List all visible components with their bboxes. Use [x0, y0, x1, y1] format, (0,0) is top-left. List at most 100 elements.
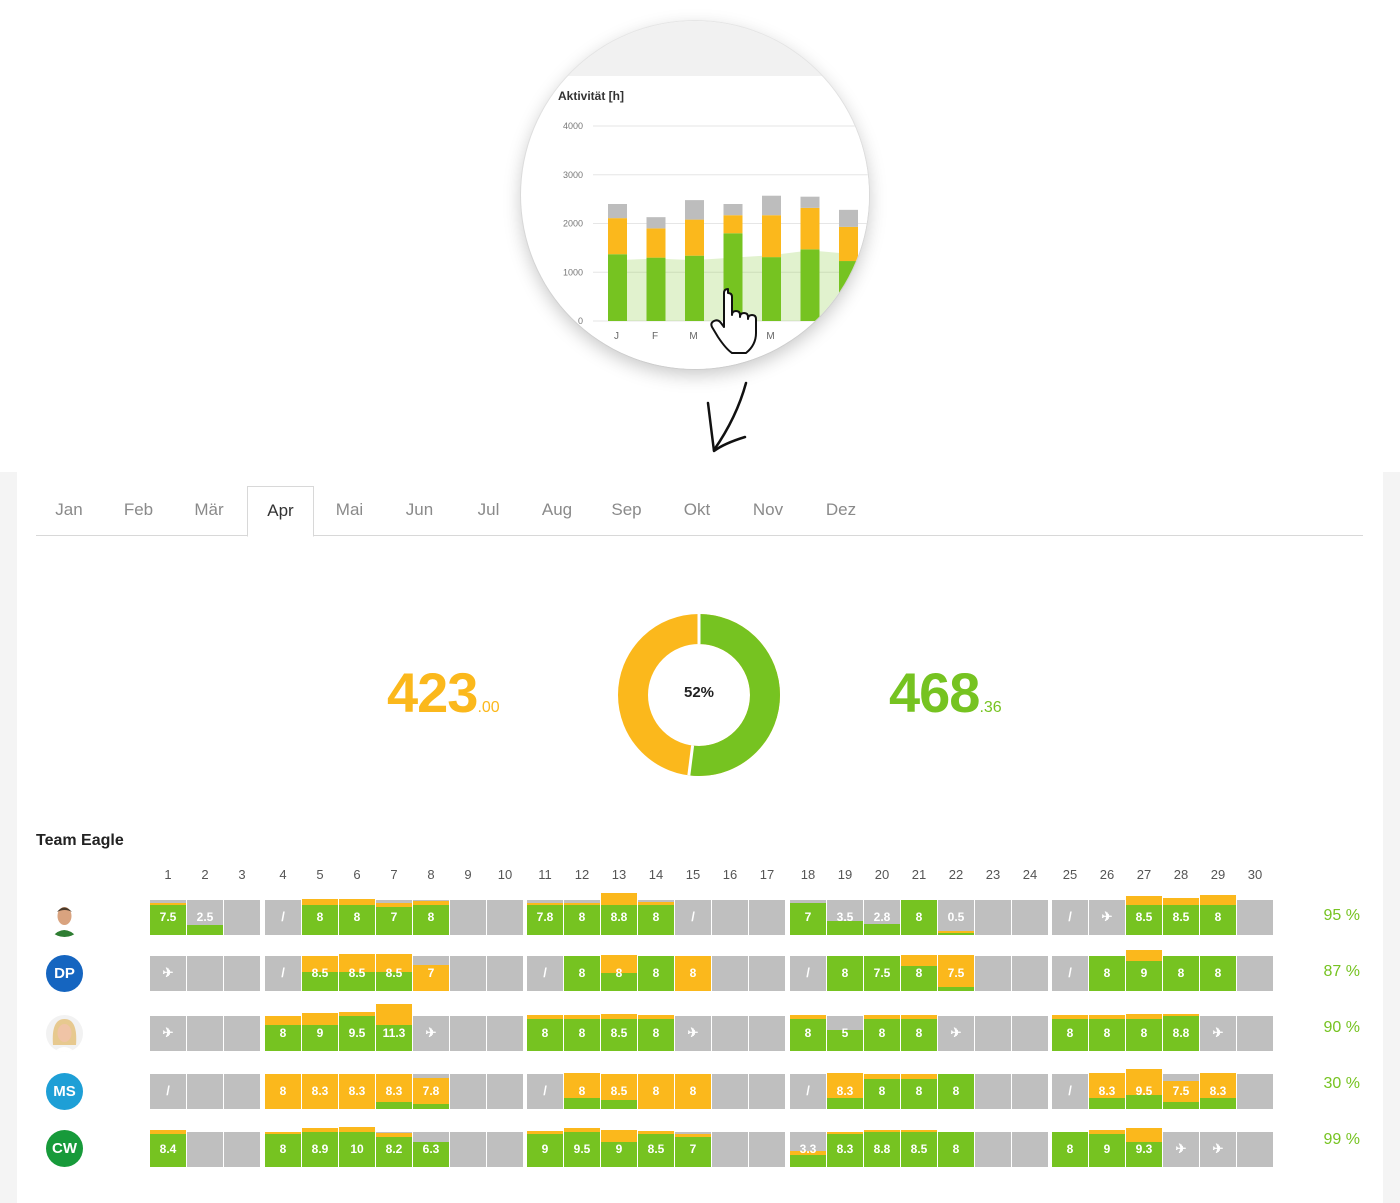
day-cell[interactable] — [187, 1132, 223, 1167]
day-cell[interactable]: 8 — [564, 1073, 600, 1109]
day-cell[interactable]: 9 — [601, 1130, 637, 1167]
day-cell[interactable]: 8 — [638, 900, 674, 935]
day-cell[interactable]: 7.5 — [1163, 1074, 1199, 1109]
day-cell[interactable] — [1237, 1132, 1273, 1167]
day-cell[interactable]: ✈ — [150, 1016, 186, 1051]
day-cell[interactable]: 7 — [675, 1132, 711, 1167]
tab-dez[interactable]: Dez — [825, 500, 857, 519]
day-cell[interactable] — [975, 1074, 1011, 1109]
day-cell[interactable]: 8.5 — [601, 1074, 637, 1109]
day-cell[interactable]: 8.9 — [302, 1128, 338, 1167]
day-cell[interactable] — [487, 900, 523, 935]
day-cell[interactable]: 7 — [376, 900, 412, 935]
avatar[interactable] — [46, 900, 83, 937]
tab-nov[interactable]: Nov — [752, 500, 784, 519]
day-cell[interactable]: 8 — [1126, 1014, 1162, 1051]
day-cell[interactable]: / — [1052, 956, 1088, 991]
day-cell[interactable]: / — [527, 956, 563, 991]
day-cell[interactable]: 7.5 — [864, 956, 900, 991]
day-cell[interactable]: 8 — [564, 956, 600, 991]
day-cell[interactable]: 8.8 — [601, 893, 637, 935]
tab-sep[interactable]: Sep — [611, 500, 642, 519]
day-cell[interactable]: 8 — [638, 1074, 674, 1109]
day-cell[interactable] — [1237, 1074, 1273, 1109]
day-cell[interactable] — [975, 1132, 1011, 1167]
day-cell[interactable] — [187, 1074, 223, 1109]
day-cell[interactable]: 9 — [527, 1131, 563, 1167]
day-cell[interactable]: 9.5 — [1126, 1069, 1162, 1109]
day-cell[interactable]: 8.5 — [376, 954, 412, 991]
day-cell[interactable]: 8 — [265, 1074, 301, 1109]
day-cell[interactable] — [487, 1016, 523, 1051]
day-cell[interactable] — [1012, 1016, 1048, 1051]
day-cell[interactable] — [450, 900, 486, 935]
day-cell[interactable]: 8 — [638, 1015, 674, 1051]
day-cell[interactable]: 11.3 — [376, 1004, 412, 1051]
day-cell[interactable] — [450, 1016, 486, 1051]
day-cell[interactable]: / — [265, 956, 301, 991]
day-cell[interactable]: 8 — [302, 899, 338, 935]
day-cell[interactable]: 3.5 — [827, 900, 863, 935]
day-cell[interactable]: 8.3 — [302, 1074, 338, 1109]
day-cell[interactable]: 3.3 — [790, 1132, 826, 1167]
day-cell[interactable] — [1012, 1074, 1048, 1109]
day-cell[interactable]: 7.5 — [150, 900, 186, 935]
day-cell[interactable]: 10 — [339, 1127, 375, 1167]
day-cell[interactable]: 8 — [827, 956, 863, 991]
day-cell[interactable] — [187, 1016, 223, 1051]
day-cell[interactable] — [1237, 1016, 1273, 1051]
day-cell[interactable]: 8 — [1200, 895, 1236, 935]
tab-jul[interactable]: Jul — [477, 500, 500, 519]
day-cell[interactable]: 7 — [413, 956, 449, 991]
day-cell[interactable] — [1237, 956, 1273, 991]
day-cell[interactable]: 7.8 — [413, 1074, 449, 1109]
day-cell[interactable] — [749, 900, 785, 935]
day-cell[interactable]: 9.3 — [1126, 1128, 1162, 1167]
day-cell[interactable]: / — [527, 1074, 563, 1109]
avatar[interactable]: CW — [46, 1130, 83, 1167]
day-cell[interactable] — [450, 1132, 486, 1167]
tab-aug[interactable]: Aug — [541, 500, 573, 519]
day-cell[interactable] — [712, 1074, 748, 1109]
day-cell[interactable]: 8 — [901, 955, 937, 991]
day-cell[interactable] — [224, 1016, 260, 1051]
avatar[interactable] — [46, 1015, 83, 1052]
day-cell[interactable] — [749, 1074, 785, 1109]
tab-mai[interactable]: Mai — [335, 500, 364, 519]
day-cell[interactable] — [712, 956, 748, 991]
day-cell[interactable] — [975, 1016, 1011, 1051]
day-cell[interactable]: 8 — [564, 900, 600, 935]
day-cell[interactable]: 8 — [675, 956, 711, 991]
day-cell[interactable]: 8.3 — [376, 1074, 412, 1109]
day-cell[interactable] — [1012, 956, 1048, 991]
day-cell[interactable]: 9 — [1126, 950, 1162, 991]
day-cell[interactable]: / — [675, 900, 711, 935]
day-cell[interactable]: ✈ — [938, 1016, 974, 1051]
day-cell[interactable]: 8 — [1052, 1132, 1088, 1167]
day-cell[interactable]: 8.3 — [1089, 1073, 1125, 1109]
day-cell[interactable]: 9.5 — [564, 1128, 600, 1167]
day-cell[interactable]: 8 — [339, 899, 375, 935]
day-cell[interactable]: 8.5 — [339, 954, 375, 991]
tab-apr[interactable]: Apr — [247, 486, 314, 537]
day-cell[interactable]: 8 — [527, 1015, 563, 1051]
day-cell[interactable]: 8 — [1052, 1015, 1088, 1051]
day-cell[interactable]: 8.5 — [1126, 896, 1162, 935]
day-cell[interactable]: 8 — [601, 955, 637, 991]
day-cell[interactable] — [712, 900, 748, 935]
day-cell[interactable]: 2.8 — [864, 900, 900, 935]
day-cell[interactable]: ✈ — [1200, 1132, 1236, 1167]
day-cell[interactable]: 9 — [1089, 1130, 1125, 1167]
day-cell[interactable]: 5 — [827, 1016, 863, 1051]
day-cell[interactable]: ✈ — [1200, 1016, 1236, 1051]
day-cell[interactable]: 8 — [413, 900, 449, 935]
day-cell[interactable] — [1012, 1132, 1048, 1167]
day-cell[interactable] — [487, 1132, 523, 1167]
day-cell[interactable]: 8 — [790, 1015, 826, 1051]
day-cell[interactable] — [749, 1016, 785, 1051]
day-cell[interactable]: 0.5 — [938, 900, 974, 935]
day-cell[interactable]: 8.5 — [1163, 898, 1199, 935]
day-cell[interactable]: 8.3 — [827, 1132, 863, 1167]
day-cell[interactable]: 8 — [1089, 1015, 1125, 1051]
day-cell[interactable]: 8 — [265, 1016, 301, 1051]
